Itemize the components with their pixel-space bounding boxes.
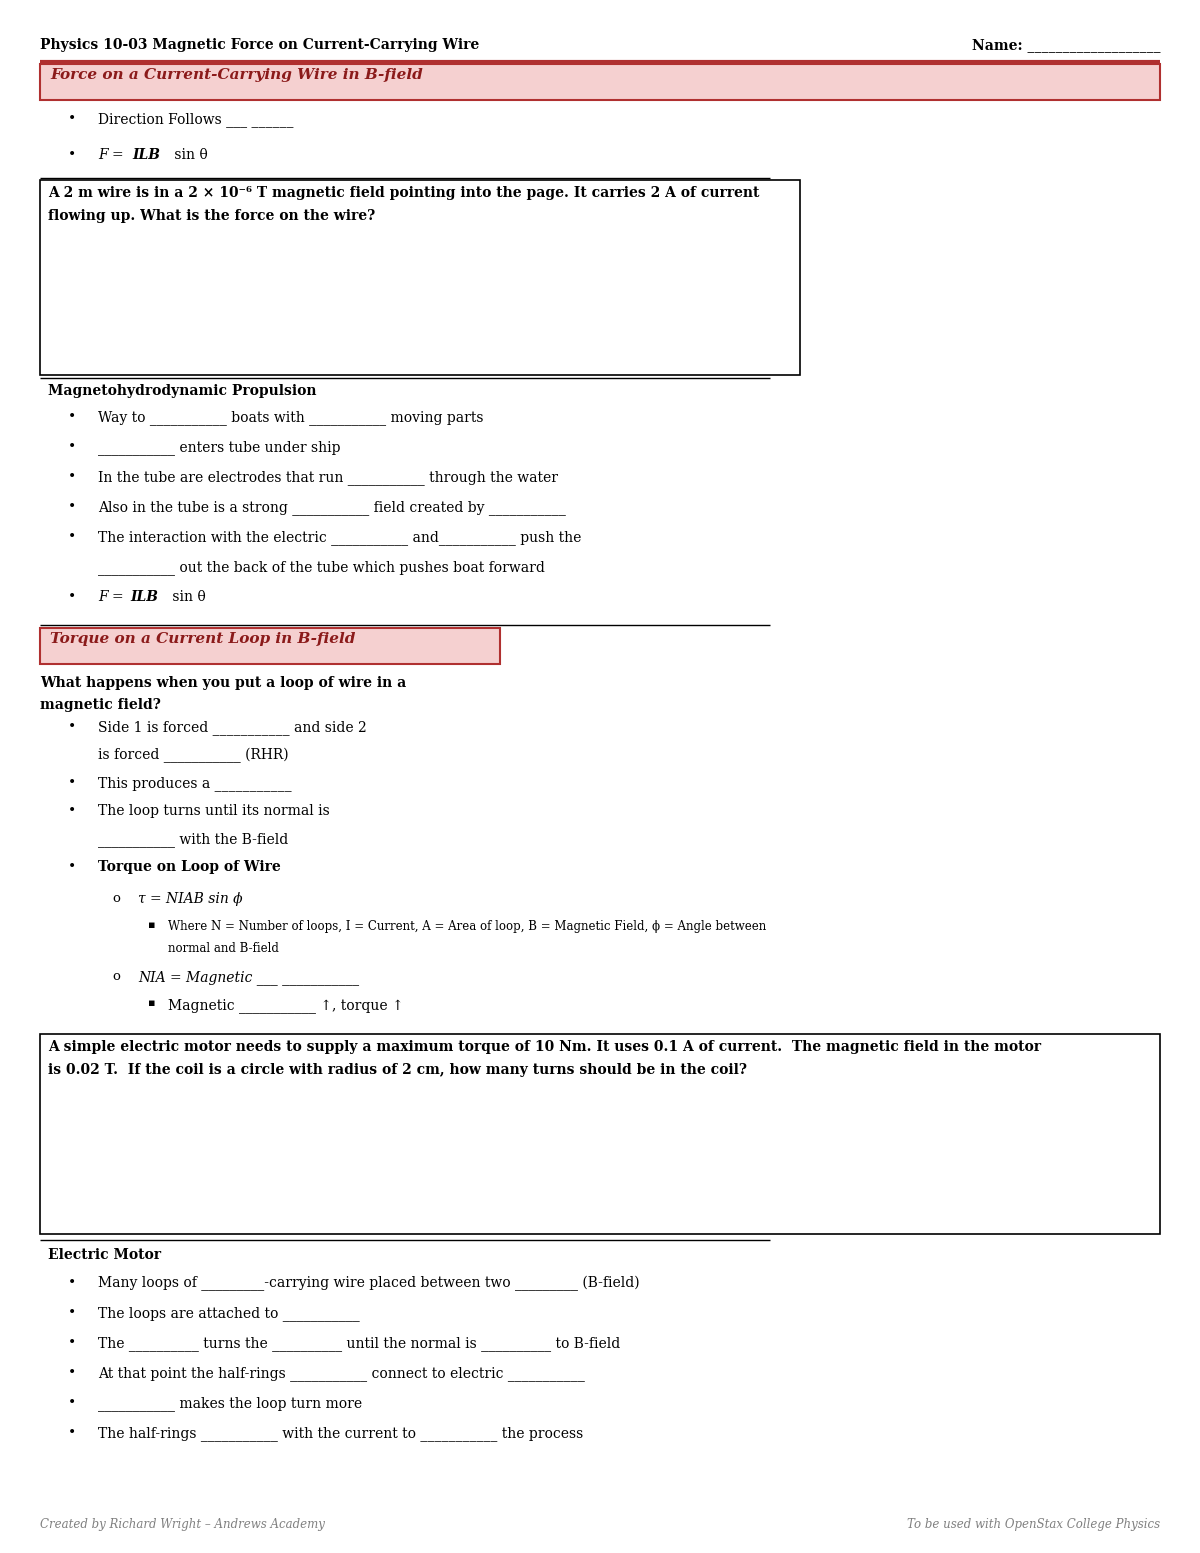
Text: •: • bbox=[68, 776, 77, 790]
Text: Name: ___________________: Name: ___________________ bbox=[972, 37, 1160, 51]
Text: is forced ___________ (RHR): is forced ___________ (RHR) bbox=[98, 749, 289, 763]
Text: F =: F = bbox=[98, 590, 128, 604]
Text: Created by Richard Wright – Andrews Academy: Created by Richard Wright – Andrews Acad… bbox=[40, 1517, 325, 1531]
Text: Torque on a Current Loop in B-field: Torque on a Current Loop in B-field bbox=[50, 632, 355, 646]
Text: Direction Follows ___ ______: Direction Follows ___ ______ bbox=[98, 112, 294, 127]
Text: •: • bbox=[68, 471, 77, 485]
Text: The interaction with the electric ___________ and___________ push the: The interaction with the electric ______… bbox=[98, 530, 581, 545]
Text: At that point the half-rings ___________ connect to electric ___________: At that point the half-rings ___________… bbox=[98, 1367, 584, 1381]
Text: ILB: ILB bbox=[132, 148, 160, 162]
Text: •: • bbox=[68, 1396, 77, 1410]
Text: What happens when you put a loop of wire in a: What happens when you put a loop of wire… bbox=[40, 676, 407, 690]
Text: Torque on Loop of Wire: Torque on Loop of Wire bbox=[98, 860, 281, 874]
Text: o: o bbox=[112, 971, 120, 983]
Text: •: • bbox=[68, 860, 77, 874]
Text: Physics 10-03 Magnetic Force on Current-Carrying Wire: Physics 10-03 Magnetic Force on Current-… bbox=[40, 37, 479, 51]
Text: ___________ makes the loop turn more: ___________ makes the loop turn more bbox=[98, 1396, 362, 1410]
Text: Force on a Current-Carrying Wire in B-field: Force on a Current-Carrying Wire in B-fi… bbox=[50, 68, 422, 82]
Text: The __________ turns the __________ until the normal is __________ to B-field: The __________ turns the __________ unti… bbox=[98, 1336, 620, 1351]
Bar bbox=[40, 1034, 1160, 1235]
Text: •: • bbox=[68, 590, 77, 604]
Text: ▪: ▪ bbox=[148, 919, 156, 930]
Text: ▪: ▪ bbox=[148, 999, 156, 1008]
Text: Electric Motor: Electric Motor bbox=[48, 1249, 161, 1263]
Text: To be used with OpenStax College Physics: To be used with OpenStax College Physics bbox=[907, 1517, 1160, 1531]
Text: •: • bbox=[68, 1306, 77, 1320]
Text: •: • bbox=[68, 1336, 77, 1350]
Text: Side 1 is forced ___________ and side 2: Side 1 is forced ___________ and side 2 bbox=[98, 721, 367, 735]
Text: ___________ with the B-field: ___________ with the B-field bbox=[98, 832, 288, 846]
Text: normal and B-field: normal and B-field bbox=[168, 943, 278, 955]
Text: •: • bbox=[68, 410, 77, 424]
Text: Where N = Number of loops, I = Current, A = Area of loop, B = Magnetic Field, ϕ : Where N = Number of loops, I = Current, … bbox=[168, 919, 767, 933]
Text: ___________ enters tube under ship: ___________ enters tube under ship bbox=[98, 439, 341, 455]
Text: ___________ out the back of the tube which pushes boat forward: ___________ out the back of the tube whi… bbox=[98, 561, 545, 575]
Text: sin θ: sin θ bbox=[170, 148, 208, 162]
Text: •: • bbox=[68, 1367, 77, 1381]
Text: The loops are attached to ___________: The loops are attached to ___________ bbox=[98, 1306, 360, 1322]
Text: •: • bbox=[68, 500, 77, 514]
Text: In the tube are electrodes that run ___________ through the water: In the tube are electrodes that run ____… bbox=[98, 471, 558, 485]
Text: ILB: ILB bbox=[130, 590, 158, 604]
Text: A 2 m wire is in a 2 × 10⁻⁶ T magnetic field pointing into the page. It carries : A 2 m wire is in a 2 × 10⁻⁶ T magnetic f… bbox=[48, 186, 760, 222]
Text: •: • bbox=[68, 1277, 77, 1291]
Text: Magnetic ___________ ↑, torque ↑: Magnetic ___________ ↑, torque ↑ bbox=[168, 999, 403, 1013]
Text: •: • bbox=[68, 439, 77, 453]
Text: Also in the tube is a strong ___________ field created by ___________: Also in the tube is a strong ___________… bbox=[98, 500, 566, 516]
Text: Magnetohydrodynamic Propulsion: Magnetohydrodynamic Propulsion bbox=[48, 384, 317, 398]
Text: Way to ___________ boats with ___________ moving parts: Way to ___________ boats with __________… bbox=[98, 410, 484, 426]
Text: τ = NIAB sin ϕ: τ = NIAB sin ϕ bbox=[138, 891, 242, 905]
Text: The half-rings ___________ with the current to ___________ the process: The half-rings ___________ with the curr… bbox=[98, 1426, 583, 1441]
Text: o: o bbox=[112, 891, 120, 905]
Text: •: • bbox=[68, 148, 77, 162]
Bar bbox=[40, 64, 1160, 99]
Text: •: • bbox=[68, 721, 77, 735]
Text: F =: F = bbox=[98, 148, 128, 162]
Text: •: • bbox=[68, 530, 77, 544]
Text: •: • bbox=[68, 1426, 77, 1440]
Bar bbox=[40, 627, 500, 665]
Text: A simple electric motor needs to supply a maximum torque of 10 Nm. It uses 0.1 A: A simple electric motor needs to supply … bbox=[48, 1041, 1042, 1076]
Text: sin θ: sin θ bbox=[168, 590, 205, 604]
Text: NIA = Magnetic ___ ___________: NIA = Magnetic ___ ___________ bbox=[138, 971, 359, 985]
Text: magnetic field?: magnetic field? bbox=[40, 697, 161, 711]
Text: •: • bbox=[68, 804, 77, 818]
Text: Many loops of _________-carrying wire placed between two _________ (B-field): Many loops of _________-carrying wire pl… bbox=[98, 1277, 640, 1291]
Text: The loop turns until its normal is: The loop turns until its normal is bbox=[98, 804, 330, 818]
Bar bbox=[40, 180, 800, 374]
Text: •: • bbox=[68, 112, 77, 126]
Text: This produces a ___________: This produces a ___________ bbox=[98, 776, 292, 790]
